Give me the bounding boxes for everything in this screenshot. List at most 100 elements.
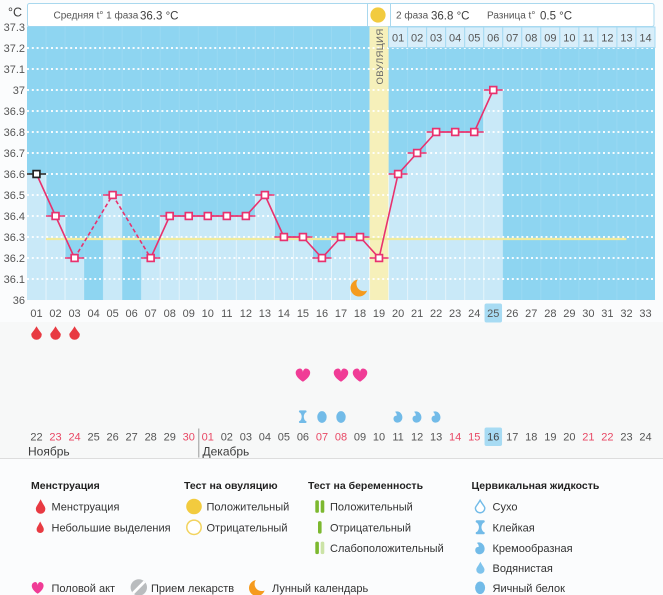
svg-text:Прием лекарств: Прием лекарств <box>151 583 234 595</box>
svg-text:Положительный: Положительный <box>330 502 413 514</box>
svg-text:Менструация: Менструация <box>31 480 100 492</box>
svg-text:08: 08 <box>164 308 176 320</box>
svg-text:18: 18 <box>525 432 537 444</box>
svg-text:Отрицательный: Отрицательный <box>330 522 411 534</box>
svg-text:15: 15 <box>297 308 309 320</box>
svg-text:Положительный: Положительный <box>207 502 290 514</box>
svg-text:12: 12 <box>411 432 423 444</box>
svg-text:02: 02 <box>49 308 61 320</box>
svg-text:21: 21 <box>582 432 594 444</box>
svg-text:23: 23 <box>49 432 61 444</box>
svg-text:17: 17 <box>335 308 347 320</box>
svg-text:22: 22 <box>430 308 442 320</box>
svg-text:36.2: 36.2 <box>4 253 25 265</box>
svg-text:07: 07 <box>145 308 157 320</box>
svg-text:23: 23 <box>620 432 632 444</box>
svg-text:37.2: 37.2 <box>4 43 25 55</box>
svg-text:36.4: 36.4 <box>4 211 25 223</box>
svg-text:31: 31 <box>601 308 613 320</box>
svg-text:19: 19 <box>373 308 385 320</box>
svg-text:05: 05 <box>107 308 119 320</box>
svg-text:10: 10 <box>563 33 575 45</box>
svg-text:09: 09 <box>544 33 556 45</box>
svg-text:Сухо: Сухо <box>493 502 518 514</box>
svg-text:27: 27 <box>525 308 537 320</box>
svg-text:04: 04 <box>449 33 461 45</box>
svg-text:30: 30 <box>582 308 594 320</box>
svg-text:05: 05 <box>468 33 480 45</box>
svg-text:07: 07 <box>506 33 518 45</box>
svg-text:Менструация: Менструация <box>52 502 120 514</box>
svg-text:28: 28 <box>544 308 556 320</box>
svg-text:11: 11 <box>392 432 403 444</box>
svg-text:02: 02 <box>411 33 423 45</box>
svg-text:06: 06 <box>126 308 138 320</box>
svg-text:36.1: 36.1 <box>4 274 25 286</box>
svg-text:03: 03 <box>240 432 252 444</box>
svg-text:14: 14 <box>278 308 290 320</box>
svg-text:18: 18 <box>354 308 366 320</box>
svg-text:27: 27 <box>126 432 138 444</box>
svg-text:20: 20 <box>392 308 404 320</box>
svg-text:24: 24 <box>639 432 651 444</box>
svg-text:0.5 °C: 0.5 °C <box>540 10 572 22</box>
svg-text:Тест на овуляцию: Тест на овуляцию <box>184 480 278 492</box>
svg-text:Клейкая: Клейкая <box>493 522 535 534</box>
svg-text:23: 23 <box>449 308 461 320</box>
svg-text:25: 25 <box>487 308 499 320</box>
svg-text:Средняя t° 1 фаза: Средняя t° 1 фаза <box>54 10 139 22</box>
svg-text:04: 04 <box>259 432 271 444</box>
svg-text:20: 20 <box>563 432 575 444</box>
svg-text:36.8 °C: 36.8 °C <box>431 10 469 22</box>
svg-text:Лунный календарь: Лунный календарь <box>272 583 369 595</box>
svg-text:26: 26 <box>107 432 119 444</box>
svg-text:Декабрь: Декабрь <box>203 445 250 459</box>
svg-text:33: 33 <box>639 308 651 320</box>
svg-text:13: 13 <box>259 308 271 320</box>
svg-text:2 фаза: 2 фаза <box>396 10 429 22</box>
svg-text:16: 16 <box>487 432 499 444</box>
svg-text:37.1: 37.1 <box>4 64 25 76</box>
svg-text:12: 12 <box>240 308 252 320</box>
svg-text:°C: °C <box>8 6 22 20</box>
svg-text:08: 08 <box>335 432 347 444</box>
svg-text:Ноябрь: Ноябрь <box>28 445 70 459</box>
svg-text:06: 06 <box>297 432 309 444</box>
svg-text:36.8: 36.8 <box>4 127 25 139</box>
svg-text:Отрицательный: Отрицательный <box>207 522 288 534</box>
svg-text:01: 01 <box>392 33 404 45</box>
svg-text:36.6: 36.6 <box>4 169 25 181</box>
svg-text:Разница t°: Разница t° <box>487 11 535 22</box>
svg-text:Тест на беременность: Тест на беременность <box>308 480 424 492</box>
svg-text:12: 12 <box>601 33 613 45</box>
svg-text:22: 22 <box>601 432 613 444</box>
svg-text:Водянистая: Водянистая <box>493 563 553 575</box>
svg-text:ОВУЛЯЦИЯ: ОВУЛЯЦИЯ <box>375 28 386 84</box>
svg-text:24: 24 <box>468 308 480 320</box>
svg-text:07: 07 <box>316 432 328 444</box>
svg-text:06: 06 <box>487 33 499 45</box>
svg-text:36.3 °C: 36.3 °C <box>140 10 178 22</box>
svg-text:10: 10 <box>373 432 385 444</box>
svg-text:32: 32 <box>620 308 632 320</box>
svg-text:Слабоположительный: Слабоположительный <box>330 543 444 555</box>
svg-text:17: 17 <box>506 432 518 444</box>
svg-text:37: 37 <box>13 85 25 97</box>
svg-text:15: 15 <box>468 432 480 444</box>
svg-text:11: 11 <box>221 308 232 320</box>
svg-text:Цервикальная жидкость: Цервикальная жидкость <box>472 480 600 492</box>
svg-text:36.9: 36.9 <box>4 106 25 118</box>
svg-text:24: 24 <box>68 432 80 444</box>
svg-text:22: 22 <box>30 432 42 444</box>
svg-text:03: 03 <box>68 308 80 320</box>
svg-text:25: 25 <box>87 432 99 444</box>
svg-text:21: 21 <box>411 308 423 320</box>
svg-text:02: 02 <box>221 432 233 444</box>
svg-text:16: 16 <box>316 308 328 320</box>
svg-text:36.5: 36.5 <box>4 190 25 202</box>
svg-text:03: 03 <box>430 33 442 45</box>
svg-text:11: 11 <box>583 33 594 45</box>
svg-text:29: 29 <box>164 432 176 444</box>
svg-text:01: 01 <box>202 432 214 444</box>
svg-text:28: 28 <box>145 432 157 444</box>
